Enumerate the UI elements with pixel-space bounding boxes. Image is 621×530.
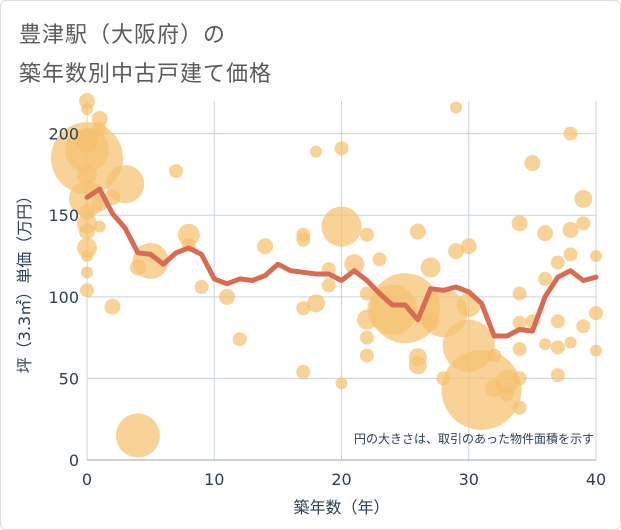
bubble-point <box>344 254 365 275</box>
bubble-point <box>257 238 274 255</box>
bubble-point <box>563 126 578 141</box>
bubble-point <box>81 250 93 263</box>
bubble-point <box>537 225 554 242</box>
x-tick-label: 20 <box>331 470 351 489</box>
bubble-point <box>460 238 477 255</box>
chart-title-line-1: 豊津駅（大阪府）の <box>19 23 227 48</box>
y-tick-label: 100 <box>48 288 79 307</box>
x-tick-label: 30 <box>459 470 479 489</box>
bubble-point <box>494 369 519 394</box>
size-note-annotation: 円の大きさは、取引のあった物件面積を示す <box>354 431 594 446</box>
x-tick-label: 10 <box>204 470 224 489</box>
bubble-point <box>574 189 593 208</box>
bubble-point <box>104 298 121 315</box>
bubble-series <box>51 93 603 458</box>
bubble-point <box>450 101 463 114</box>
bubble-point <box>218 288 235 305</box>
bubble-point <box>92 121 107 136</box>
bubble-point <box>93 220 106 233</box>
bubble-point <box>550 340 565 355</box>
bubble-point <box>499 387 514 402</box>
bubble-point <box>448 243 465 260</box>
bubble-point <box>576 319 591 334</box>
bubble-point <box>321 206 362 247</box>
x-tick-label: 0 <box>82 470 92 489</box>
bubble-point <box>538 271 553 286</box>
bubble-point <box>77 164 97 185</box>
bubble-point <box>441 349 522 430</box>
bubble-point <box>80 283 94 298</box>
bubble-point <box>115 413 160 458</box>
bubble-point <box>420 257 441 278</box>
bubble-point <box>359 227 374 242</box>
bubble-point <box>511 215 528 232</box>
bubble-point <box>590 344 602 357</box>
bubble-point <box>81 266 93 279</box>
bubble-point <box>562 221 579 238</box>
y-tick-label: 0 <box>69 451 79 470</box>
bubble-point <box>550 255 565 270</box>
x-axis-label: 築年数（年） <box>293 498 389 517</box>
bubble-point <box>91 110 108 127</box>
bubble-point <box>51 122 123 195</box>
bubble-point <box>81 103 93 116</box>
bubble-point <box>372 252 387 267</box>
bubble-point <box>296 364 311 379</box>
bubble-point <box>524 155 541 172</box>
y-tick-label: 200 <box>48 125 79 144</box>
bubble-point <box>106 165 145 204</box>
x-tick-label: 40 <box>586 470 606 489</box>
bubble-point <box>359 330 374 345</box>
bubble-point <box>194 280 209 295</box>
bubble-point <box>550 314 565 329</box>
axes: 0 10 20 30 40 0 50 100 150 200 <box>48 125 606 489</box>
chart-title-line-2: 築年数別中古戸建て価格 <box>19 62 273 87</box>
bubble-point <box>334 141 349 156</box>
bubble-point <box>512 371 527 386</box>
bubble-point <box>169 164 184 179</box>
y-axis-label: 坪（3.3㎡）単価（万円） <box>15 188 34 373</box>
bubble-point <box>359 348 374 363</box>
y-tick-label: 150 <box>48 206 79 225</box>
bubble-point <box>589 306 603 321</box>
bubble-point <box>564 336 577 349</box>
bubble-point <box>321 278 336 293</box>
y-tick-label: 50 <box>59 369 79 388</box>
bubble-point <box>512 286 527 301</box>
bubble-point <box>296 301 311 316</box>
bubble-point <box>512 342 527 357</box>
bubble-point <box>408 356 427 375</box>
bubble-point <box>79 223 95 240</box>
bubble-point <box>512 400 527 415</box>
bubble-point <box>576 216 591 231</box>
bubble-point <box>563 247 578 262</box>
bubble-point <box>512 315 527 330</box>
average-price-line <box>84 186 599 339</box>
bubble-point <box>307 294 326 313</box>
bubble-point <box>232 332 247 347</box>
bubble-point <box>310 145 323 158</box>
bubble-point <box>539 338 552 351</box>
bubble-point <box>409 223 426 240</box>
bubble-point <box>335 377 348 390</box>
bubble-point <box>550 368 565 383</box>
bubble-point <box>296 232 311 247</box>
bubble-point <box>359 286 374 301</box>
bubble-point <box>487 348 502 363</box>
bubble-point <box>590 250 602 263</box>
